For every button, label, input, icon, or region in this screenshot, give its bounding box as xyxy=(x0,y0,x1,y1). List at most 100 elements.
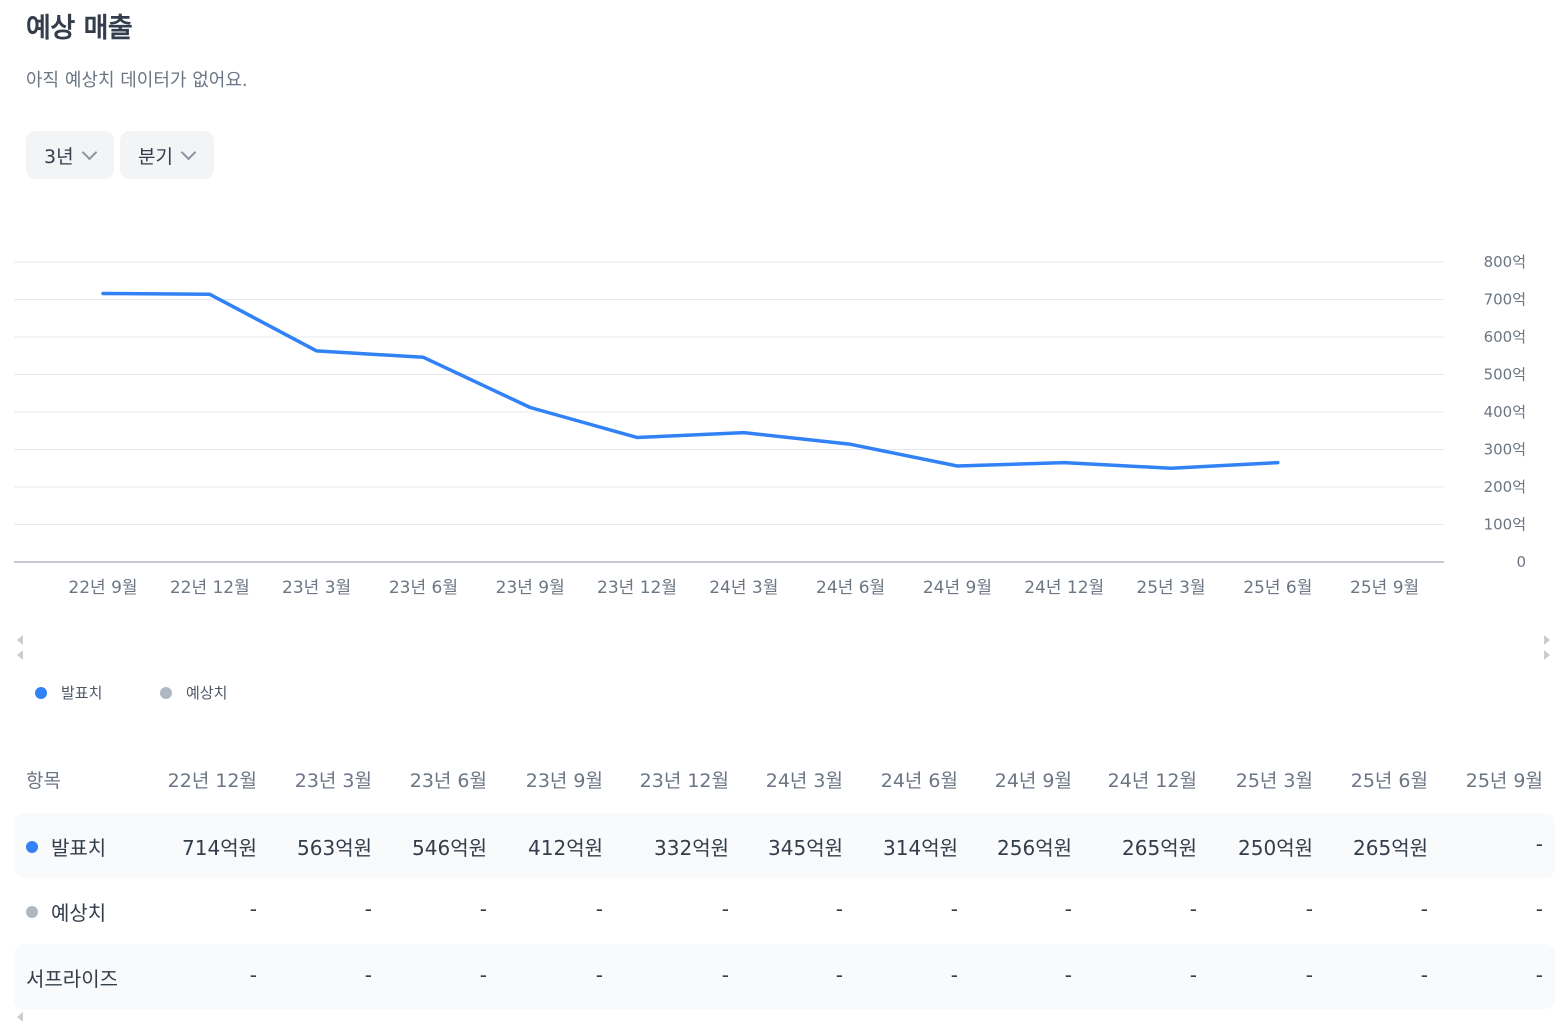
table-cell: - xyxy=(835,963,843,987)
y-tick-label: 700억 xyxy=(1484,291,1526,309)
x-tick-label: 25년 9월 xyxy=(1350,578,1419,598)
table-header: 항목 22년 12월 23년 3월 23년 6월 23년 9월 23년 12월 24년 3… xyxy=(0,760,1561,800)
chevron-down-icon xyxy=(180,144,197,161)
table-cell: - xyxy=(1535,897,1543,921)
table-cell: - xyxy=(364,963,372,987)
table-cell: - xyxy=(721,963,729,987)
table-cell: - xyxy=(1535,832,1543,856)
table-cell: - xyxy=(249,897,257,921)
table-column-header: 24년 9월 xyxy=(994,770,1072,792)
revenue-line-chart: 0 100억 200억 300억 400억 500억 600억 700억 800억 22년 9월 2… xyxy=(14,253,1526,598)
table-cell: 265억원 xyxy=(1122,836,1197,860)
row-dot xyxy=(26,840,38,853)
table-cell: 332억원 xyxy=(654,836,729,860)
legend-item-actual[interactable]: 발표치 xyxy=(35,682,102,703)
x-tick-label: 25년 3월 xyxy=(1136,578,1205,598)
row-dot xyxy=(26,905,38,918)
table-cell: 345억원 xyxy=(768,836,843,860)
table-column-header: 23년 9월 xyxy=(525,770,603,792)
legend-item-estimate[interactable]: 예상치 xyxy=(160,682,227,703)
table-column-header: 23년 3월 xyxy=(294,770,372,792)
row-label: 예상치 xyxy=(26,897,106,926)
table-cell: - xyxy=(595,897,603,921)
table-cell: - xyxy=(364,897,372,921)
table-cell: - xyxy=(479,897,487,921)
table-cell: 250억원 xyxy=(1238,836,1313,860)
y-tick-label: 400억 xyxy=(1484,403,1526,421)
table-cell: - xyxy=(479,963,487,987)
series-line-actual[interactable] xyxy=(101,291,1280,471)
table-cell: - xyxy=(249,963,257,987)
table-row-surprise: 서프라이즈 - - - - - - - - - - - - xyxy=(14,944,1555,1009)
y-tick-label: 200억 xyxy=(1484,478,1526,496)
page-subtitle: 아직 예상치 데이터가 없어요. xyxy=(26,70,248,91)
legend-dot xyxy=(35,686,47,699)
table-column-header: 25년 9월 xyxy=(1465,770,1543,792)
table-column-header: 24년 12월 xyxy=(1107,770,1197,792)
table-cell: - xyxy=(1189,897,1197,921)
table-cell: - xyxy=(595,963,603,987)
x-tick-label: 22년 12월 xyxy=(170,578,250,598)
table-cell: 714억원 xyxy=(182,836,257,860)
x-tick-label: 24년 9월 xyxy=(923,578,992,598)
row-label: 서프라이즈 xyxy=(26,963,118,992)
table-row-actual: 발표치 714억원 563억원 546억원 412억원 332억원 345억원 314억원 2… xyxy=(14,813,1555,878)
table-cell: - xyxy=(1305,963,1313,987)
table-header-label: 항목 xyxy=(26,770,61,792)
table-cell: - xyxy=(1064,897,1072,921)
table-cell: - xyxy=(1535,963,1543,987)
table-column-header: 23년 6월 xyxy=(409,770,487,792)
chevron-down-icon xyxy=(81,144,97,161)
table-row-estimate: 예상치 - - - - - - - - - - - - xyxy=(14,878,1555,943)
table-column-header: 24년 6월 xyxy=(880,770,958,792)
x-tick-label: 23년 6월 xyxy=(389,578,458,598)
page-title: 예상 매출 xyxy=(26,13,133,44)
y-tick-label: 300억 xyxy=(1484,441,1526,459)
x-tick-label: 24년 12월 xyxy=(1024,578,1104,598)
y-tick-label: 800억 xyxy=(1484,253,1526,271)
table-cell: - xyxy=(1305,897,1313,921)
x-tick-label: 23년 9월 xyxy=(496,578,565,598)
table-cell: 563억원 xyxy=(297,836,372,860)
y-tick-label: 0 xyxy=(1516,553,1526,571)
scroll-right-icon[interactable] xyxy=(1544,650,1550,660)
row-label: 발표치 xyxy=(26,832,106,861)
scroll-right-icon[interactable] xyxy=(1544,635,1550,645)
row-label-text: 예상치 xyxy=(51,901,107,925)
legend-label: 예상치 xyxy=(186,684,228,702)
table-cell: - xyxy=(835,897,843,921)
x-tick-label: 24년 6월 xyxy=(816,578,885,598)
x-tick-label: 24년 3월 xyxy=(709,578,778,598)
x-tick-label: 22년 9월 xyxy=(68,578,137,598)
table-cell: - xyxy=(1420,897,1428,921)
legend-label: 발표치 xyxy=(61,684,103,702)
table-column-header: 25년 6월 xyxy=(1350,770,1428,792)
table-column-header: 23년 12월 xyxy=(639,770,729,792)
table-cell: 256억원 xyxy=(997,836,1072,860)
row-label-text: 서프라이즈 xyxy=(26,967,118,991)
table-cell: - xyxy=(1189,963,1197,987)
x-tick-label: 23년 3월 xyxy=(282,578,351,598)
row-label-text: 발표치 xyxy=(51,836,107,860)
table-cell: - xyxy=(1064,963,1072,987)
scroll-left-icon[interactable] xyxy=(17,635,23,645)
legend-dot xyxy=(160,686,172,699)
table-cell: - xyxy=(721,897,729,921)
table-column-header: 25년 3월 xyxy=(1235,770,1313,792)
x-tick-label: 25년 6월 xyxy=(1243,578,1312,598)
table-cell: 412억원 xyxy=(528,836,603,860)
table-cell: 314억원 xyxy=(883,836,958,860)
table-cell: - xyxy=(950,963,958,987)
unit-dropdown[interactable]: 분기 xyxy=(120,131,214,179)
table-column-header: 24년 3월 xyxy=(765,770,843,792)
table-cell: 265억원 xyxy=(1353,836,1428,860)
period-dropdown[interactable]: 3년 xyxy=(26,131,114,179)
y-tick-label: 600억 xyxy=(1484,328,1526,346)
unit-dropdown-label: 분기 xyxy=(138,145,173,168)
scroll-left-icon[interactable] xyxy=(17,650,23,660)
period-dropdown-label: 3년 xyxy=(44,145,74,168)
x-tick-label: 23년 12월 xyxy=(597,578,677,598)
y-tick-label: 100억 xyxy=(1484,516,1526,534)
table-cell: - xyxy=(950,897,958,921)
scroll-left-icon[interactable] xyxy=(17,1012,23,1022)
